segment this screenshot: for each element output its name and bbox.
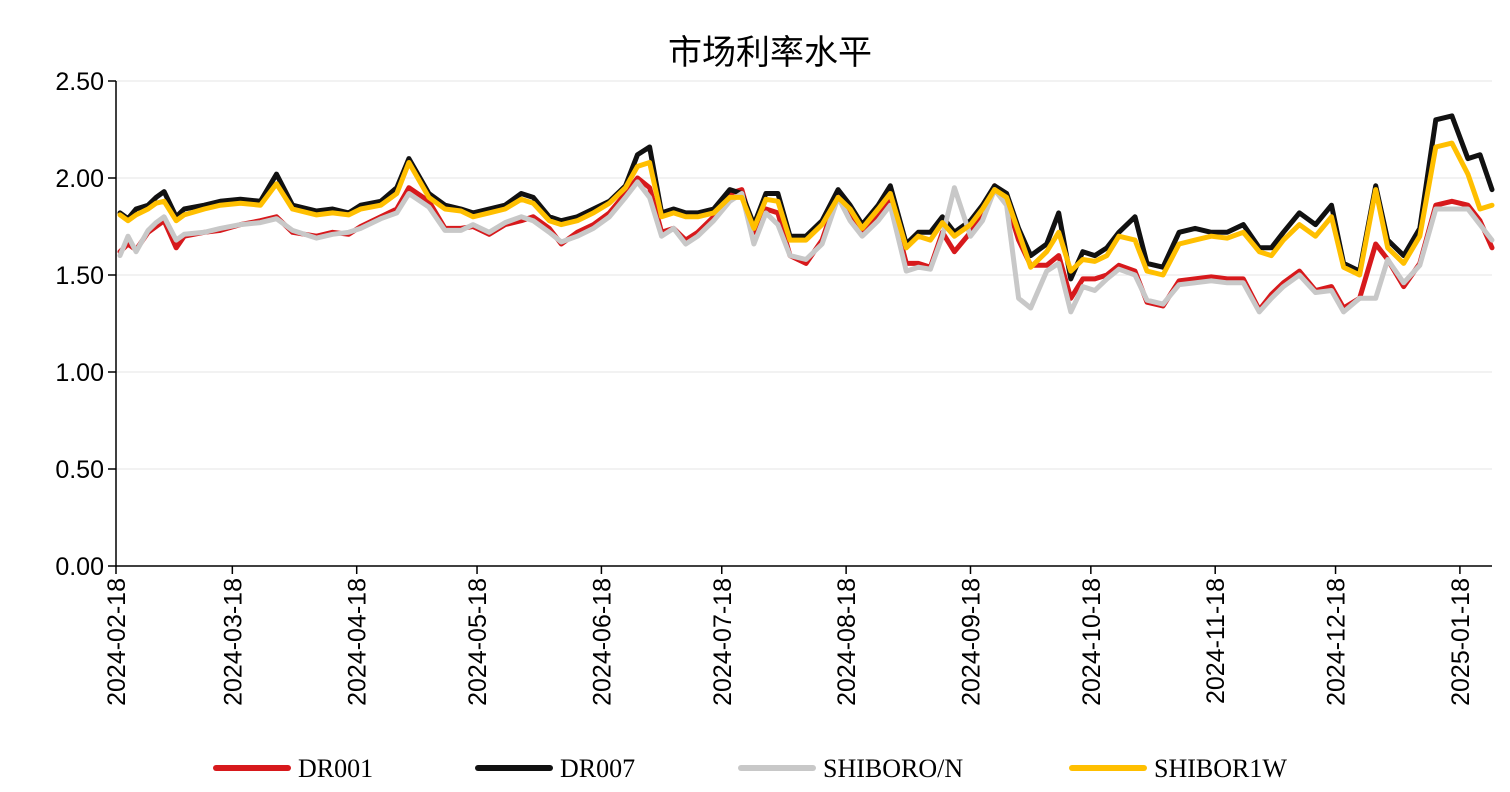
y-tick-label: 2.00 <box>55 165 104 193</box>
legend-label: DR001 <box>298 754 373 783</box>
y-tick-label: 1.00 <box>55 359 104 387</box>
series-line-shiboro-n <box>117 179 1495 315</box>
x-tick-label: 2024-04-18 <box>344 578 372 706</box>
legend-item: DR001 <box>213 754 373 783</box>
x-tick-label: 2024-08-18 <box>833 578 861 706</box>
legend-label: SHIBORO/N <box>823 754 963 783</box>
gridlines <box>116 80 1492 470</box>
x-tick-label: 2024-03-18 <box>219 578 247 706</box>
series-line-dr007 <box>117 113 1495 282</box>
y-tick-label: 0.50 <box>55 456 104 484</box>
series-line-shibor1w <box>117 140 1495 278</box>
legend-item: SHIBORO/N <box>738 754 963 783</box>
y-tick-label: 0.00 <box>55 553 104 581</box>
x-tick-label: 2024-11-18 <box>1202 578 1230 704</box>
x-tick-label: 2024-02-18 <box>103 578 131 706</box>
series-line-dr001 <box>117 175 1495 313</box>
x-tick-label: 2024-05-18 <box>464 578 492 706</box>
x-tick-label: 2025-01-18 <box>1447 578 1475 706</box>
series-lines <box>117 113 1495 315</box>
x-tick-label: 2024-10-18 <box>1078 578 1106 706</box>
x-tick-label: 2024-09-18 <box>957 578 985 706</box>
legend-item: DR007 <box>475 754 635 783</box>
x-tick-label: 2024-07-18 <box>709 578 737 706</box>
legend-label: SHIBOR1W <box>1154 754 1287 783</box>
legend: DR001 DR007 SHIBORO/N SHIBOR1W <box>213 754 1287 783</box>
x-tick-label: 2024-06-18 <box>588 578 616 706</box>
y-tick-label: 2.50 <box>55 68 104 96</box>
y-tick-label: 1.50 <box>55 262 104 290</box>
chart-title: 市场利率水平 <box>668 33 872 73</box>
x-tick-label: 2024-12-18 <box>1323 578 1351 706</box>
axes: 0.00 0.50 1.00 1.50 2.00 2.50 2024-02-18 2024-0… <box>55 68 1492 706</box>
legend-item: SHIBOR1W <box>1069 754 1287 783</box>
legend-label: DR007 <box>560 754 635 783</box>
